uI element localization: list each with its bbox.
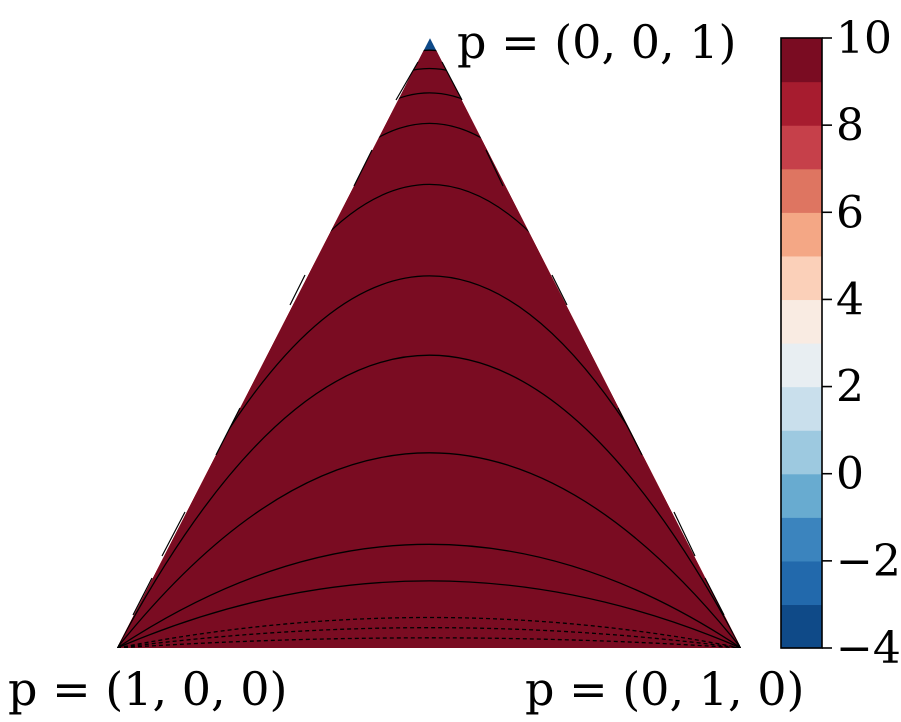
contour-edge-segment: [485, 149, 504, 187]
colorbar-band: [781, 517, 822, 562]
ternary-plot-area: [117, 38, 741, 648]
contour-edge-segments: [132, 61, 725, 616]
contour-edge-segment: [289, 274, 306, 306]
contour-edge-segment: [161, 511, 186, 557]
colorbar-band: [781, 255, 822, 301]
contour-edge-segment: [353, 149, 373, 187]
contour-edge-segment: [215, 407, 241, 456]
colorbar-band: [781, 430, 822, 475]
colorbar-band: [781, 343, 822, 388]
contour-band: [117, 50, 741, 648]
contour-edge-segment: [673, 511, 696, 557]
colorbar-frame: [780, 37, 823, 649]
colorbar-band: [781, 212, 822, 257]
contour-line: [117, 543, 741, 648]
vertex-label-right: p = (0, 1, 0): [525, 662, 804, 716]
colorbar-band: [781, 473, 822, 518]
vertex-label-left: p = (1, 0, 0): [8, 662, 287, 716]
colorbar-band: [781, 168, 822, 213]
contour-bands: [117, 38, 741, 648]
contour-edge-segment: [132, 577, 153, 616]
colorbar-band: [781, 560, 822, 606]
colorbar-tick-label: −2: [836, 536, 901, 587]
colorbar-band: [781, 299, 822, 344]
vertex-label-top: p = (0, 0, 1): [457, 15, 736, 69]
colorbar-band: [781, 81, 822, 126]
contour-line: [117, 354, 741, 648]
contour-line: [117, 637, 741, 648]
contour-edge-segment: [441, 61, 463, 101]
colorbar-tick-label: 2: [836, 362, 864, 413]
colorbar-band: [781, 38, 822, 83]
colorbar-tick-label: 10: [836, 13, 892, 64]
contour-line: [117, 580, 741, 648]
contour-edge-segment: [617, 407, 643, 456]
colorbar-tick-label: 6: [836, 187, 864, 238]
contour-edge-segment: [551, 274, 568, 306]
colorbar-tick-label: −4: [836, 623, 901, 674]
colorbar: 10 8 6 4 2 0 −2 −4: [780, 13, 901, 674]
contour-edge-segment: [395, 61, 419, 101]
colorbar-band: [781, 604, 822, 649]
colorbar-band: [781, 386, 822, 431]
colorbar-tick-label: 0: [836, 449, 864, 500]
contour-line: [117, 452, 741, 648]
colorbar-band: [781, 125, 822, 170]
colorbar-tick-label: 8: [836, 100, 864, 151]
contour-edge-segment: [704, 577, 725, 616]
colorbar-tick-label: 4: [836, 274, 864, 325]
colorbar-ticks: 10 8 6 4 2 0 −2 −4: [822, 13, 901, 674]
colorbar-bands: [781, 38, 822, 649]
